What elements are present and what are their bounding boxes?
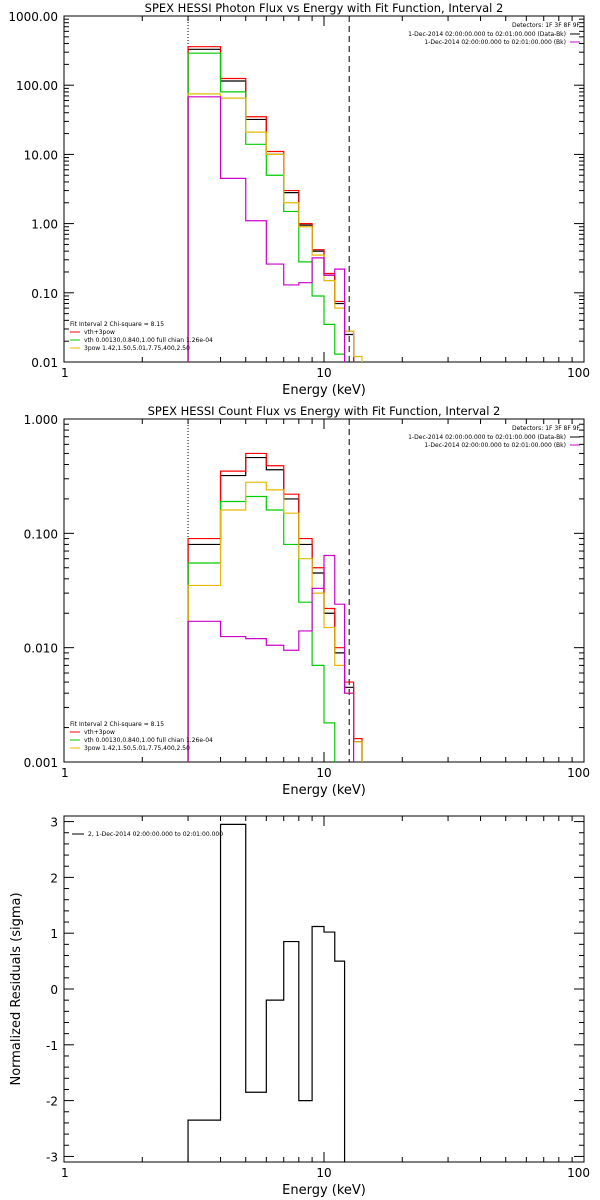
legend-header: Detectors: 1F 3F 8F 9F [512,22,581,29]
x-tick-label: 10 [316,1166,331,1180]
x-axis-label: Energy (keV) [282,1183,366,1198]
x-tick-label: 100 [567,1166,590,1180]
y-tick-label: 100.00 [16,79,58,93]
series-2-histogram [187,495,336,762]
plot-frame [63,815,585,1163]
legend-item-label: 1-Dec-2014 02:00:00.000 to 02:01:00.000 … [424,39,566,46]
count-flux-panel: SPEX HESSI Count Flux vs Energy with Fit… [24,404,590,798]
photon-flux-panel: SPEX HESSI Photon Flux vs Energy with Fi… [8,1,590,398]
x-tick-label: 10 [316,366,331,380]
x-tick-label: 100 [567,766,590,780]
y-tick-label: -1 [46,1039,58,1053]
series-group [187,46,363,362]
series-4-histogram [187,96,346,362]
y-axis-label: Normalized Residuals (sigma) [9,892,24,1085]
chart-title: SPEX HESSI Count Flux vs Energy with Fit… [148,404,501,418]
x-tick-label: 1 [61,1166,69,1180]
fit-legend-header: Fit Interval 2 Chi-square = 8.15 [70,721,164,728]
y-tick-label: 0.100 [24,527,58,541]
series-2-histogram [187,52,346,362]
series-group [187,823,346,1162]
x-axis-label: Energy (keV) [282,783,366,798]
series-4-histogram [187,554,355,762]
series-3-histogram [187,481,363,762]
series-0-histogram [187,456,363,762]
legend-header: Detectors: 1F 3F 8F 9F [512,425,581,432]
fit-legend-item-label: 3pow 1.42,1.50,5.01,7.75,400,2.50 [84,345,190,352]
series-3-histogram [187,93,363,362]
y-tick-label: 1.00 [31,218,58,232]
y-tick-label: 10.00 [24,148,58,162]
y-tick-label: -3 [46,1150,58,1164]
chart-title: SPEX HESSI Photon Flux vs Energy with Fi… [145,1,504,15]
fit-legend-item-label: vth+3pow [84,329,115,336]
legend-item-label: 1-Dec-2014 02:00:00.000 to 02:01:00.000 … [408,434,566,441]
y-tick-label: 0 [50,983,58,997]
fit-legend-item-label: 3pow 1.42,1.50,5.01,7.75,400,2.50 [84,745,190,752]
y-tick-label: 1.000 [24,413,58,427]
legend-item-label: 1-Dec-2014 02:00:00.000 to 02:01:00.000 … [424,442,566,449]
fit-legend-item-label: vth+3pow [84,729,115,736]
series-0-histogram [187,823,346,1162]
y-tick-label: -2 [46,1095,58,1109]
y-tick-label: 0.001 [24,756,58,770]
y-tick-label: 3 [50,816,58,830]
x-tick-label: 10 [316,766,331,780]
fit-legend-item-label: vth 0.00130,0.840,1.00 full chian 1.26e-… [84,737,213,744]
y-tick-label: 0.01 [31,356,58,370]
fit-legend-item-label: vth 0.00130,0.840,1.00 full chian 1.26e-… [84,337,213,344]
x-axis-label: Energy (keV) [282,383,366,398]
legend-item-label: 1-Dec-2014 02:00:00.000 to 02:01:00.000 … [408,31,566,38]
y-tick-label: 0.10 [31,287,58,301]
residual-legend-label: 2, 1-Dec-2014 02:00:00.000 to 02:01:00.0… [88,831,223,838]
x-tick-label: 1 [61,766,69,780]
y-tick-label: 2 [50,871,58,885]
y-tick-label: 1 [50,927,58,941]
y-tick-label: 0.010 [24,642,58,656]
series-group [187,452,363,762]
residuals-panel: 1 10 100 Energy (keV) -3 -2 -1 0 1 2 3 Normalized R… [9,815,590,1198]
y-tick-label: 1000.00 [8,10,58,24]
x-tick-label: 100 [567,366,590,380]
x-tick-label: 1 [61,366,69,380]
series-1-histogram [187,452,363,762]
fit-legend-header: Fit Interval 2 Chi-square = 8.15 [70,321,164,328]
